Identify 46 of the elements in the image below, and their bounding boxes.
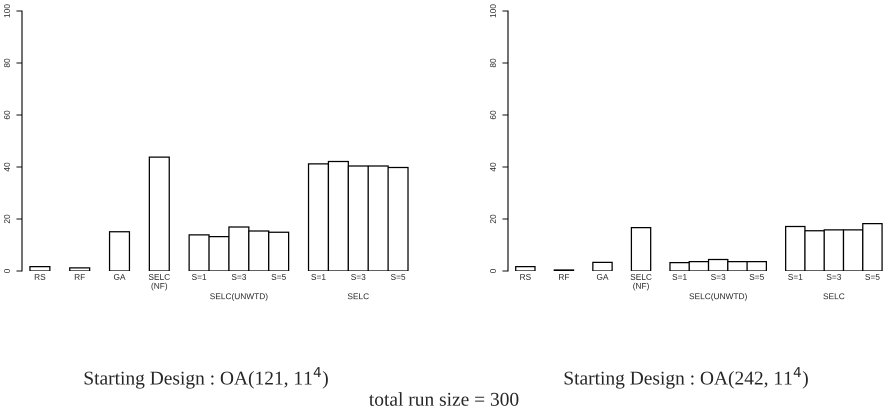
x-tick-label: S=5 bbox=[390, 274, 406, 280]
text: SELC(UNWTD) bbox=[210, 293, 268, 301]
bar bbox=[29, 266, 50, 271]
x-tick-label: SELC (NF) bbox=[630, 274, 652, 291]
x-tick-label: RF bbox=[559, 274, 570, 280]
bar bbox=[108, 231, 130, 271]
y-tick-label: 60 bbox=[4, 110, 10, 120]
bar bbox=[69, 267, 90, 271]
y-tick-label: 40 bbox=[4, 162, 10, 172]
text: Starting Design : OA(242, 11$^{4}$) bbox=[564, 367, 808, 389]
x-tick-label: S=1 bbox=[672, 274, 687, 280]
x-tick-label: S=5 bbox=[750, 274, 764, 280]
x-tick-label: RS bbox=[34, 274, 46, 280]
y-tick-label: 80 bbox=[490, 58, 496, 68]
text: Starting Design : OA(121, 11$^{4}$) bbox=[84, 367, 328, 389]
x-tick-label: S=1 bbox=[788, 274, 802, 280]
y-tick-label: 0 bbox=[4, 269, 10, 273]
x-tick-label: RS bbox=[520, 274, 531, 280]
y-tick-label: 20 bbox=[4, 214, 10, 224]
x-tick-label: GA bbox=[114, 274, 126, 280]
text: SELC bbox=[823, 293, 844, 300]
y-tick-label: 100 bbox=[4, 4, 10, 18]
bar bbox=[148, 156, 170, 271]
x-tick-label: S=3 bbox=[232, 274, 246, 280]
bar bbox=[630, 226, 652, 271]
bar bbox=[592, 262, 613, 271]
x-tick-label: S=1 bbox=[311, 274, 326, 280]
bar bbox=[515, 266, 536, 271]
y-tick-label: 40 bbox=[490, 162, 496, 172]
text: total run size = 300 bbox=[369, 392, 518, 406]
y-tick-label: 0 bbox=[490, 269, 496, 273]
y-tick-label: 20 bbox=[490, 214, 496, 224]
x-tick-label: S=5 bbox=[865, 274, 880, 280]
x-tick-label: S=1 bbox=[192, 274, 206, 280]
x-tick-label: S=5 bbox=[272, 274, 286, 280]
text: SELC bbox=[348, 293, 369, 300]
x-tick-label: GA bbox=[596, 274, 608, 280]
x-tick-label: SELC (NF) bbox=[148, 274, 170, 291]
x-tick-label: RF bbox=[74, 274, 85, 280]
y-tick-label: 60 bbox=[490, 110, 496, 120]
text: SELC(UNWTD) bbox=[689, 293, 747, 301]
x-tick-label: S=3 bbox=[826, 274, 842, 280]
x-tick-label: S=3 bbox=[711, 274, 726, 280]
y-tick-label: 80 bbox=[4, 58, 10, 68]
y-tick-label: 100 bbox=[490, 4, 496, 18]
x-tick-label: S=3 bbox=[351, 274, 366, 280]
